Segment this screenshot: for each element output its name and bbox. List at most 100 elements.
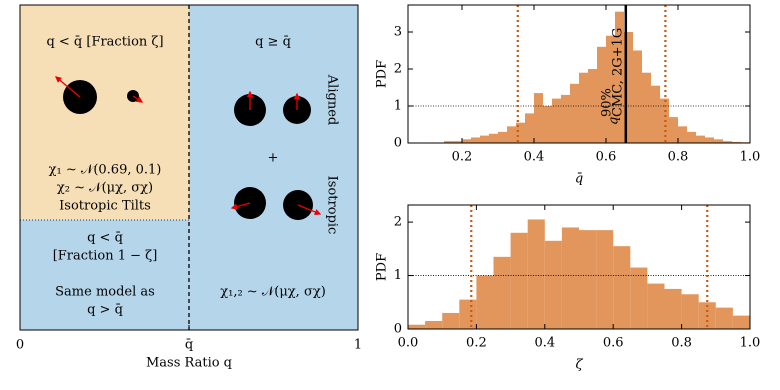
- y-tick-label: 0: [394, 136, 402, 151]
- schematic: q < q̄ [Fraction ζ] q ≥ q̄ Aligned + Iso…: [19, 4, 359, 371]
- bar: [681, 294, 699, 329]
- spin-arrow: [132, 95, 144, 103]
- bar: [570, 83, 579, 143]
- x-axis-label: q̄: [575, 172, 583, 187]
- bar: [425, 320, 443, 329]
- x-tick-label: 0.8: [668, 150, 689, 165]
- bar: [552, 98, 561, 143]
- region-title: [Fraction 1 − ζ]: [53, 249, 158, 264]
- bar: [544, 240, 562, 329]
- x-tick-label: 1: [354, 338, 362, 353]
- bar: [561, 227, 579, 329]
- model-text: q > q̄: [87, 303, 123, 318]
- x-tick-label: 0.8: [671, 336, 692, 351]
- x-axis-label: ζ: [575, 358, 583, 373]
- bar: [534, 93, 543, 143]
- bar: [606, 35, 615, 143]
- y-tick-label: 2: [394, 62, 402, 77]
- bar: [678, 126, 687, 143]
- bar: [613, 246, 631, 329]
- bar: [579, 72, 588, 143]
- bar: [715, 307, 733, 329]
- axes-frame: [407, 204, 751, 330]
- bar: [696, 135, 705, 143]
- bar: [453, 141, 462, 143]
- x-tick-label: 0.4: [524, 150, 545, 165]
- y-tick-label: 2: [394, 215, 402, 230]
- model-text: χ₁ ∼ 𝒩(0.69, 0.1): [49, 163, 162, 178]
- axes-frame: [407, 4, 751, 144]
- bar: [596, 230, 614, 329]
- model-text: χ₁,₂ ∼ 𝒩(μχ, σχ): [220, 285, 326, 300]
- bar: [642, 72, 651, 143]
- bar: [669, 117, 678, 143]
- bar: [714, 139, 723, 143]
- bar: [489, 133, 498, 143]
- histogram-panel: q90%CMC, 2G+1G 0.2 0.4 0.6 0.8 1.0 0 1 2 3 q̄ PDF: [375, 4, 761, 187]
- aligned-label: Aligned: [325, 74, 340, 125]
- histogram-panel: 0.0 0.2 0.4 0.6 0.8 1.0 0 1 2 ζ PDF: [375, 204, 761, 373]
- bar: [516, 122, 525, 143]
- bar: [493, 256, 511, 329]
- x-tick-label: 0.2: [452, 150, 473, 165]
- model-text: Isotropic Tilts: [59, 199, 151, 214]
- bar: [615, 11, 624, 144]
- y-tick-label: 3: [394, 25, 402, 40]
- x-tick-label: q̄: [185, 338, 193, 353]
- x-tick-label: 0.0: [398, 336, 419, 351]
- bar: [588, 69, 597, 143]
- x-tick-label: 1.0: [740, 150, 761, 165]
- bar: [462, 139, 471, 143]
- bar: [705, 137, 714, 143]
- reference-label-sub: CMC, 2G+1G: [610, 28, 625, 117]
- bar: [579, 230, 597, 329]
- bar: [480, 135, 489, 143]
- bar: [459, 299, 477, 329]
- reference-label-sup: 90%: [599, 88, 614, 117]
- x-tick-label: 0.2: [466, 336, 487, 351]
- bar: [732, 315, 750, 329]
- bar: [476, 275, 494, 329]
- bar: [471, 137, 480, 143]
- region-title: q < q̄: [87, 231, 123, 246]
- reference-label: q90%CMC, 2G+1G: [599, 28, 625, 125]
- spin-arrow: [230, 202, 251, 210]
- bar: [732, 141, 741, 143]
- region-title: q < q̄ [Fraction ζ]: [46, 35, 163, 50]
- bar: [597, 46, 606, 143]
- plus-sign: +: [268, 151, 279, 166]
- model-text: Same model as: [55, 285, 155, 300]
- bar: [442, 312, 460, 329]
- bar: [507, 126, 516, 143]
- bar: [543, 106, 552, 143]
- bar: [624, 32, 633, 143]
- region-upper-left: [20, 5, 189, 220]
- x-tick-label: 0.4: [534, 336, 555, 351]
- region-right: [189, 5, 358, 330]
- bar: [498, 131, 507, 143]
- x-tick-label: 0.6: [603, 336, 624, 351]
- bar: [651, 85, 660, 143]
- bar: [647, 283, 665, 329]
- y-tick-label: 0: [394, 322, 402, 337]
- bar: [408, 324, 426, 329]
- spin-arrow: [55, 76, 81, 98]
- reference-label-main: q: [606, 117, 621, 125]
- bar: [525, 113, 534, 143]
- y-axis-label: PDF: [375, 60, 390, 88]
- y-tick-label: 1: [394, 268, 402, 283]
- bar: [687, 131, 696, 143]
- x-tick-label: 1.0: [740, 336, 761, 351]
- bar: [630, 267, 648, 329]
- x-axis-label: Mass Ratio q: [146, 356, 232, 371]
- bar: [723, 141, 732, 143]
- bar: [527, 219, 545, 329]
- region-lower-left: [20, 220, 189, 330]
- x-tick-label: 0: [16, 338, 24, 353]
- model-text: χ₂ ∼ 𝒩(μχ, σχ): [57, 181, 153, 196]
- region-title: q ≥ q̄: [255, 35, 291, 50]
- y-axis-label: PDF: [375, 253, 390, 281]
- bar: [510, 232, 528, 329]
- bar: [664, 288, 682, 329]
